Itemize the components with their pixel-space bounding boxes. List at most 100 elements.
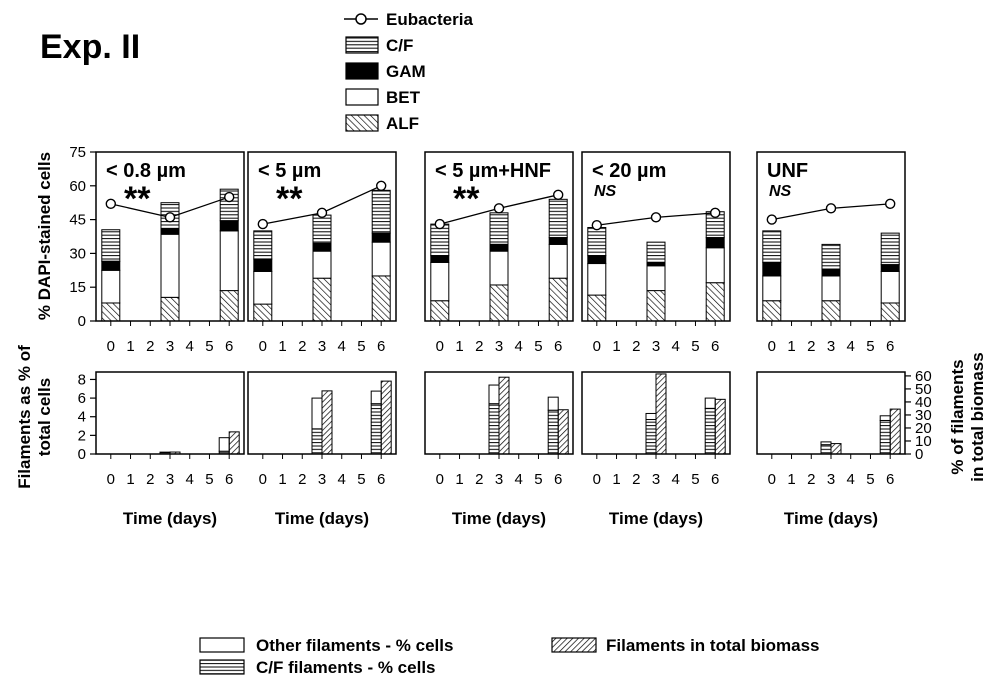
stacked-bar-alf <box>587 294 607 322</box>
bottom-y-tick-label: 4 <box>78 409 86 426</box>
bottom-x-tick-label: 0 <box>107 471 115 488</box>
bottom-y2-tick-label: 60 <box>915 368 932 385</box>
stacked-bar-alf <box>705 282 725 322</box>
bottom-x-tick-label: 3 <box>495 471 503 488</box>
bar-other-filaments <box>547 396 559 411</box>
stacked-bar-gam <box>219 220 239 232</box>
eubacteria-point <box>316 207 328 219</box>
bottom-x-tick-label: 2 <box>146 471 154 488</box>
top-x-tick-label: 5 <box>357 338 365 355</box>
bottom-x-tick-label: 1 <box>787 471 795 488</box>
top-x-tick-label: 5 <box>205 338 213 355</box>
stacked-bar-cf <box>489 212 509 245</box>
stacked-bar-gam <box>548 237 568 245</box>
bottom-x-tick-label: 6 <box>554 471 562 488</box>
stacked-bar-cf <box>762 230 782 263</box>
stacked-bar-gam <box>705 237 725 249</box>
bottom-y-axis-title-line-1: Filaments as % of <box>15 345 34 489</box>
bar-other-filaments <box>879 415 891 421</box>
bottom-y-tick-label: 2 <box>78 427 86 444</box>
bottom-y2-tick-label: 40 <box>915 394 932 411</box>
top-x-tick-label: 3 <box>652 338 660 355</box>
top-x-tick-label: 3 <box>166 338 174 355</box>
stacked-bar-gam <box>253 258 273 272</box>
bar-other-filaments <box>218 437 230 452</box>
stacked-bar-gam <box>821 268 841 277</box>
bottom-x-tick-label: 4 <box>338 471 346 488</box>
stacked-bar-alf <box>312 277 332 322</box>
stacked-bar-alf <box>548 277 568 322</box>
eubacteria-point <box>164 212 176 223</box>
top-legend: Eubacteria C/F GAM BET ALF <box>344 10 473 133</box>
legend-label-other-filaments: Other filaments - % cells <box>256 636 453 655</box>
top-x-tick-label: 3 <box>318 338 326 355</box>
legend-swatch-cf-filaments <box>199 659 245 675</box>
bar-filaments-biomass <box>169 451 181 455</box>
stacked-bar-bet <box>548 243 568 279</box>
bottom-x-tick-label: 2 <box>298 471 306 488</box>
significance-marker: NS <box>594 183 617 200</box>
stacked-bar-cf <box>253 230 273 260</box>
stacked-bar-gam <box>762 261 782 277</box>
top-y-axis-title: % DAPI-stained cells <box>35 152 54 320</box>
eubacteria-point <box>885 198 896 210</box>
stacked-bar-alf <box>880 302 900 322</box>
top-x-tick-label: 3 <box>827 338 835 355</box>
top-x-tick-label: 2 <box>146 338 154 355</box>
bar-other-filaments <box>311 397 323 430</box>
bottom-y2-axis-title-line-2: in total biomass <box>968 352 987 481</box>
top-y-tick-label: 75 <box>69 144 86 161</box>
bottom-x-axis-title: Time (days) <box>609 509 703 528</box>
eubacteria-point <box>223 191 235 203</box>
stacked-bar-alf <box>762 300 782 322</box>
bottom-x-tick-label: 1 <box>612 471 620 488</box>
bar-filaments-biomass <box>830 443 842 455</box>
bottom-x-tick-label: 3 <box>318 471 326 488</box>
stacked-bar-alf <box>821 300 841 322</box>
stacked-bar-bet <box>253 270 273 305</box>
bar-filaments-biomass <box>228 431 240 455</box>
bottom-x-tick-label: 6 <box>711 471 719 488</box>
stacked-bar-bet <box>160 233 180 298</box>
stacked-bar-alf <box>219 290 239 322</box>
bottom-x-tick-label: 3 <box>652 471 660 488</box>
stacked-bar-bet <box>821 275 841 302</box>
stacked-bar-cf <box>646 241 666 263</box>
top-y-tick-label: 45 <box>69 212 86 229</box>
legend-item-cf: C/F <box>345 36 413 55</box>
stacked-bar-cf <box>821 243 841 270</box>
legend-label-cf-filaments: C/F filaments - % cells <box>256 658 436 677</box>
legend-label-bet: BET <box>386 88 421 107</box>
bottom-x-tick-label: 3 <box>166 471 174 488</box>
bottom-x-axis-title: Time (days) <box>784 509 878 528</box>
top-x-tick-label: 2 <box>298 338 306 355</box>
stacked-bar-bet <box>489 250 509 286</box>
top-x-tick-label: 2 <box>632 338 640 355</box>
legend-item-bet: BET <box>345 88 421 107</box>
eubacteria-point <box>105 198 117 210</box>
top-x-tick-label: 4 <box>186 338 194 355</box>
top-x-tick-label: 1 <box>612 338 620 355</box>
legend-item-alf: ALF <box>345 114 419 133</box>
bar-filaments-biomass <box>655 373 667 455</box>
top-y-tick-label: 0 <box>78 313 86 330</box>
bottom-x-tick-label: 1 <box>126 471 134 488</box>
stacked-bar-alf <box>253 303 273 322</box>
bottom-y2-tick-label: 50 <box>915 381 932 398</box>
eubacteria-point <box>825 203 837 214</box>
bar-filaments-biomass <box>557 409 569 455</box>
top-x-tick-label: 2 <box>475 338 483 355</box>
eubacteria-point <box>376 180 387 192</box>
bar-filaments-biomass <box>498 376 510 455</box>
legend-label-gam: GAM <box>386 62 426 81</box>
top-x-tick-label: 1 <box>455 338 463 355</box>
top-x-tick-label: 6 <box>377 338 385 355</box>
bar-filaments-biomass <box>321 390 333 455</box>
eubacteria-point <box>591 220 602 231</box>
bottom-y-tick-label: 6 <box>78 390 86 407</box>
top-x-tick-label: 6 <box>711 338 719 355</box>
legend-circle-marker <box>355 13 367 25</box>
legend-label-alf: ALF <box>386 114 419 133</box>
bottom-x-tick-label: 0 <box>593 471 601 488</box>
